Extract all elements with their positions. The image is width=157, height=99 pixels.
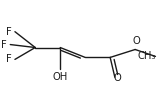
Text: O: O xyxy=(113,73,121,83)
Text: F: F xyxy=(6,54,12,64)
Text: CH₃: CH₃ xyxy=(138,51,156,61)
Text: F: F xyxy=(6,27,12,37)
Text: F: F xyxy=(1,40,7,50)
Text: O: O xyxy=(132,36,140,46)
Text: OH: OH xyxy=(53,72,68,82)
